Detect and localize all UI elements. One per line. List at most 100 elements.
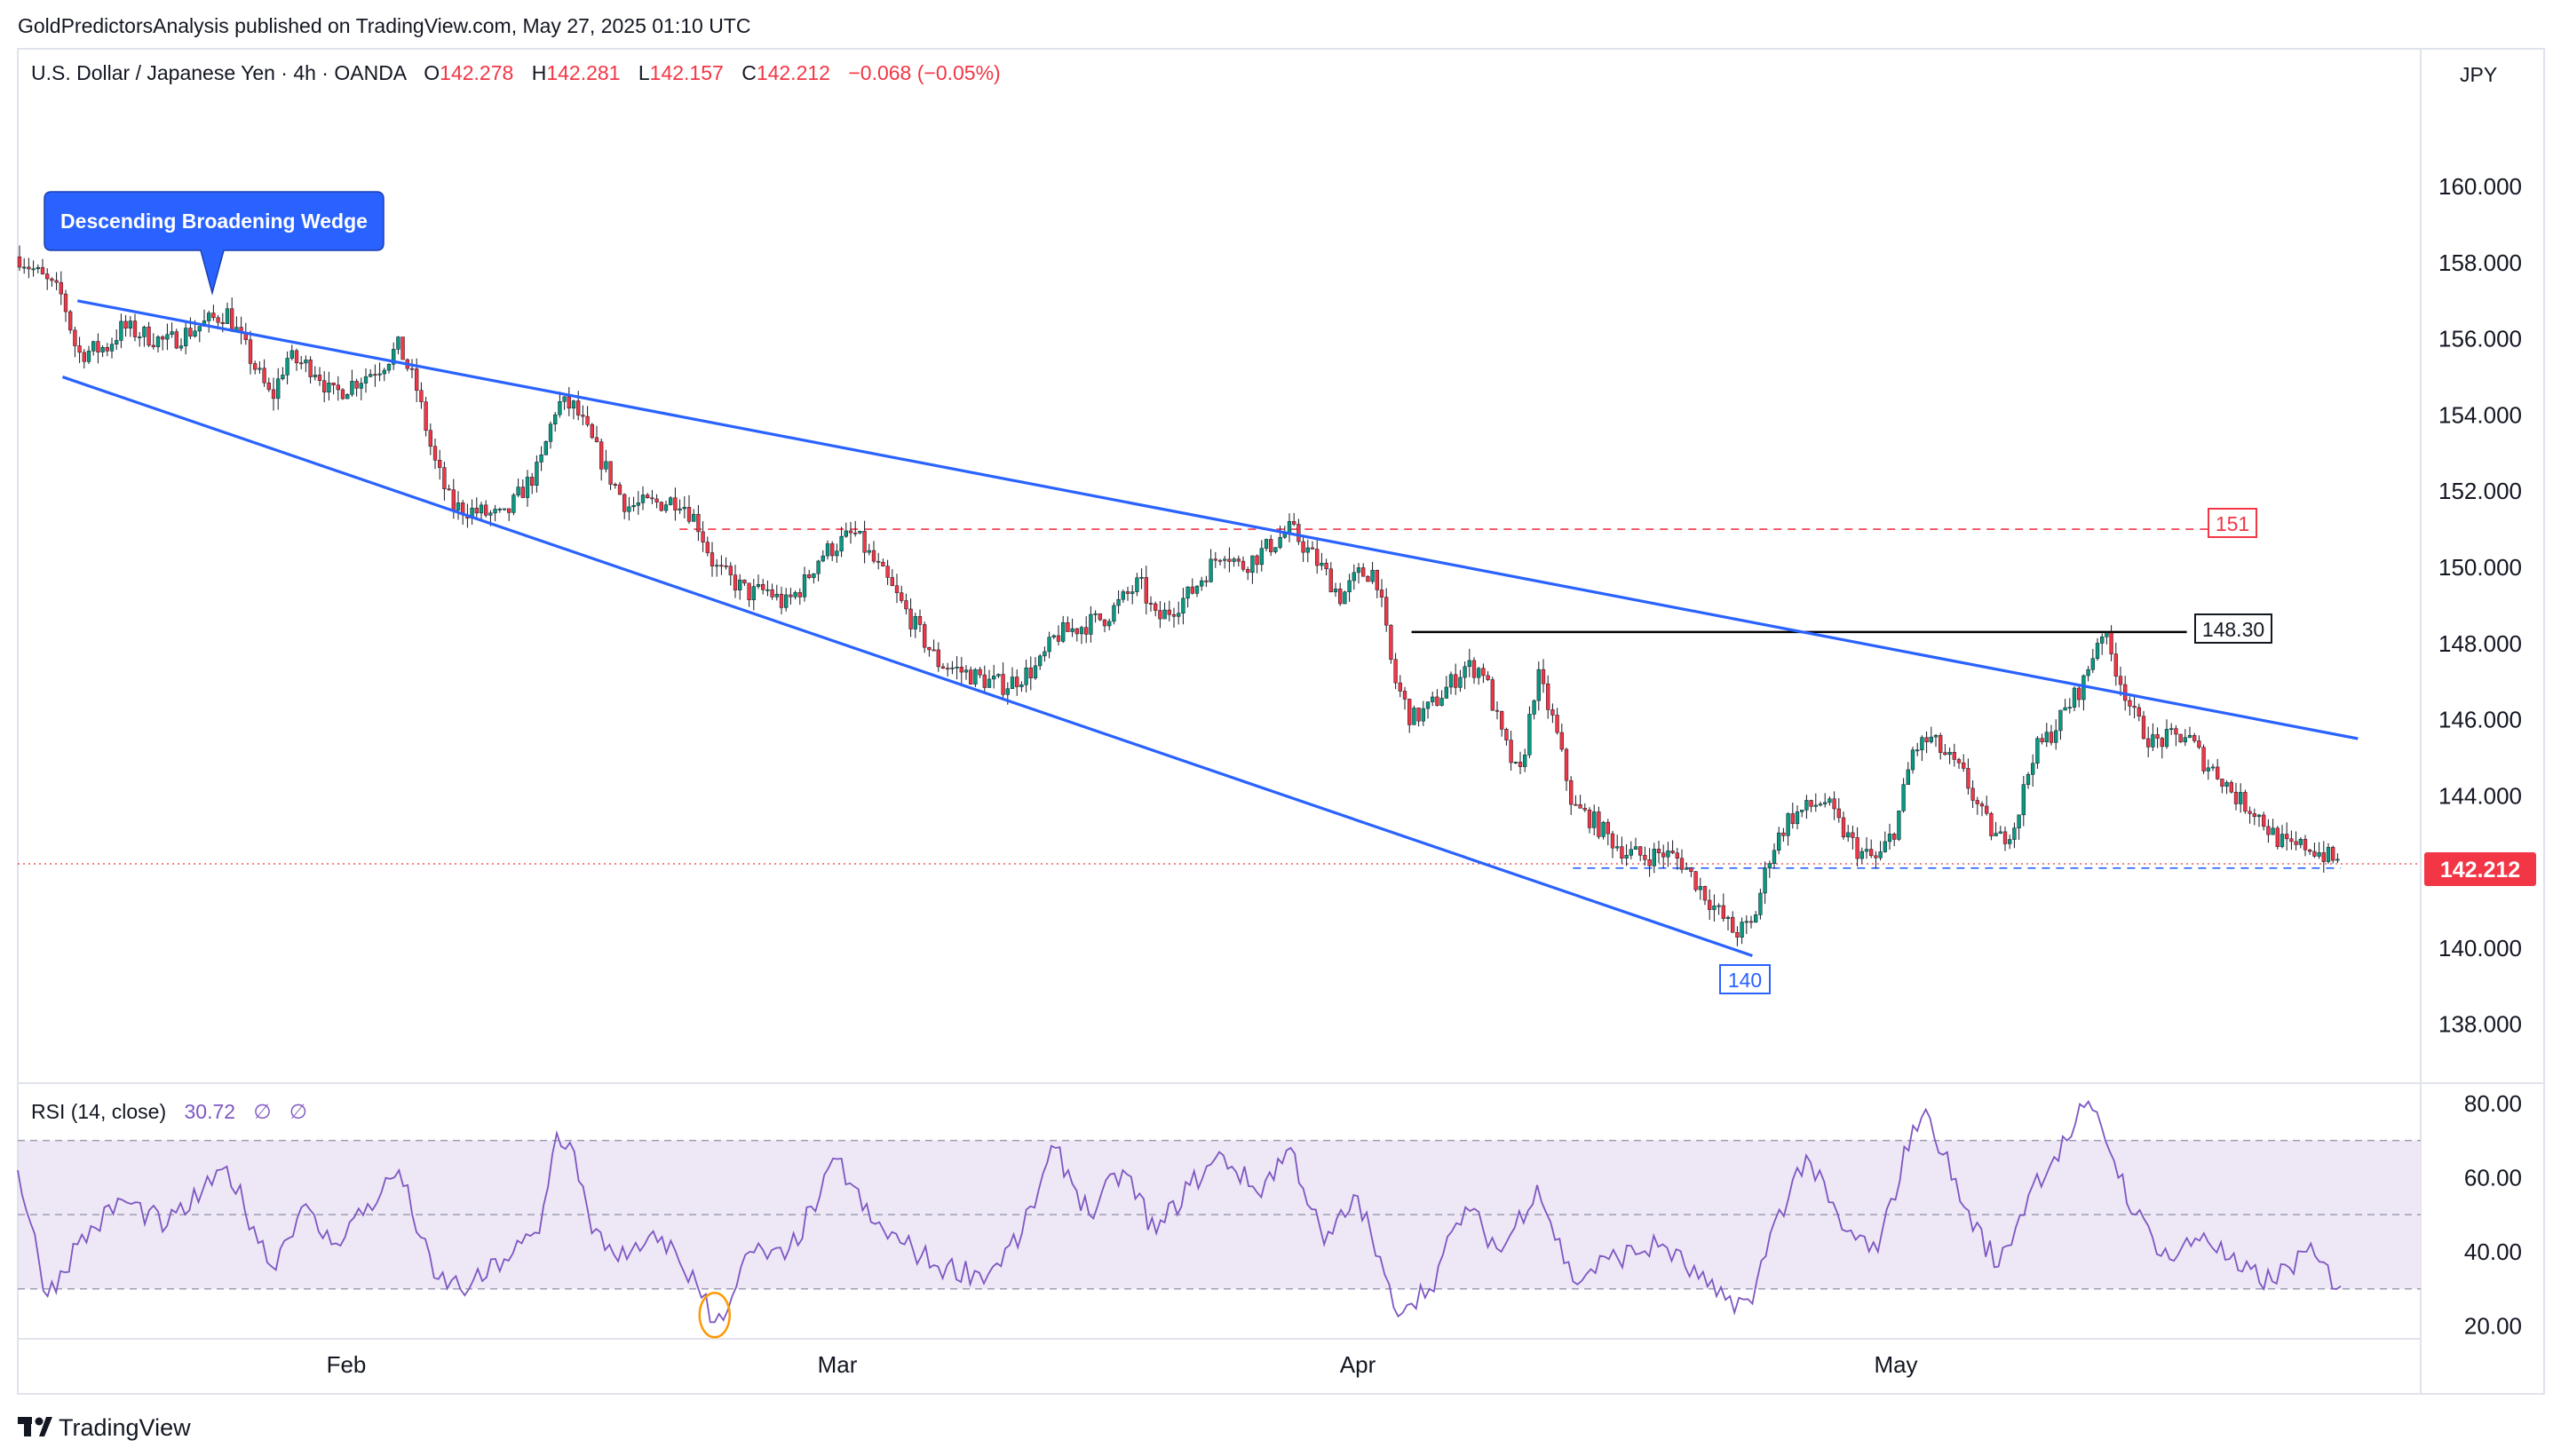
price-axis-tick: 140.000: [2438, 935, 2522, 961]
candle: [1500, 711, 1504, 730]
candle: [835, 550, 839, 557]
last-price-tag[interactable]: 142.212: [2424, 852, 2536, 886]
label-148-30[interactable]: 148.30: [2194, 613, 2272, 644]
candle: [950, 667, 955, 669]
label-148-30-box: [2194, 613, 2272, 644]
candle: [1250, 555, 1255, 574]
candle: [2058, 709, 2063, 732]
candle: [955, 667, 959, 669]
candle: [516, 487, 520, 495]
candle: [1933, 734, 1939, 738]
candle: [1758, 892, 1763, 915]
candle: [543, 441, 548, 455]
candle: [1139, 577, 1144, 579]
candle: [488, 512, 493, 516]
candle: [1947, 752, 1952, 756]
candle: [1333, 589, 1338, 593]
candle: [451, 489, 456, 510]
label-140[interactable]: 140: [1719, 964, 1771, 994]
candle: [1952, 752, 1956, 760]
candle: [1906, 769, 1910, 785]
candle: [1001, 674, 1005, 695]
candle: [640, 495, 646, 503]
candle: [2128, 700, 2132, 707]
currency-label[interactable]: JPY: [2460, 63, 2497, 86]
candle: [63, 293, 68, 313]
candle: [1361, 567, 1366, 577]
ohlc-legend: U.S. Dollar / Japanese Yen · 4h · OANDA …: [31, 61, 1001, 84]
candle: [2137, 707, 2141, 716]
pattern-callout[interactable]: Descending Broadening Wedge: [44, 191, 385, 296]
candle: [1597, 811, 1601, 837]
candle: [646, 495, 650, 498]
candle: [400, 336, 405, 360]
candle: [1328, 568, 1333, 593]
candle: [742, 579, 747, 584]
candle: [1569, 779, 1574, 805]
trendline-wedge-lower[interactable]: [61, 376, 1753, 957]
candle: [442, 467, 447, 489]
rsi-line-layer: [17, 1099, 2342, 1339]
change-value: −0.068 (−0.05%): [848, 61, 1000, 84]
candle: [978, 669, 982, 676]
candle: [797, 592, 802, 597]
label-140-box: [1719, 964, 1771, 994]
candle: [807, 574, 812, 578]
candle: [1135, 577, 1139, 592]
candle: [627, 506, 631, 512]
candle: [1051, 635, 1056, 637]
price-axis-tick: 146.000: [2438, 707, 2522, 733]
label-151[interactable]: 151: [2208, 508, 2257, 538]
trendline-wedge-upper[interactable]: [76, 299, 2359, 740]
low-label: L: [638, 61, 650, 84]
candle: [987, 678, 992, 688]
candle: [530, 477, 535, 487]
candle: [1217, 559, 1223, 562]
candle: [1772, 850, 1777, 864]
candle: [733, 574, 738, 590]
candle: [932, 649, 936, 652]
candle: [128, 320, 132, 328]
candle: [2146, 738, 2151, 748]
candle: [894, 585, 900, 593]
candle: [1154, 603, 1158, 611]
candle: [1998, 831, 2002, 834]
candle: [1929, 736, 1933, 742]
candle: [1564, 748, 1569, 781]
candle: [636, 502, 640, 506]
candle: [36, 266, 40, 270]
candle: [479, 504, 484, 514]
candle: [1047, 637, 1051, 653]
candle: [336, 384, 340, 391]
label-140-text: 140: [1728, 969, 1762, 992]
candle: [1093, 613, 1098, 615]
symbol-label: U.S. Dollar / Japanese Yen · 4h · OANDA: [31, 61, 408, 84]
tradingview-logo[interactable]: TradingView: [18, 1414, 191, 1441]
candle: [1407, 699, 1412, 725]
candle: [1874, 855, 1878, 859]
candle: [2072, 687, 2077, 708]
candle: [1379, 590, 1384, 597]
candle: [959, 667, 963, 673]
candle: [1582, 808, 1587, 811]
candle: [197, 326, 202, 332]
candle: [1439, 698, 1444, 706]
candle: [1855, 837, 1859, 859]
candle: [2206, 767, 2210, 772]
candle: [1693, 871, 1698, 890]
candle: [2178, 733, 2183, 743]
close-label: C: [741, 61, 757, 84]
candle: [1292, 521, 1296, 525]
candle: [2271, 827, 2275, 835]
time-axis-tick: May: [1874, 1351, 1917, 1378]
candle: [1204, 580, 1209, 582]
candle: [2160, 738, 2164, 748]
candle: [1384, 597, 1389, 626]
candle: [770, 589, 774, 597]
candle: [1956, 759, 1962, 764]
candle: [2095, 643, 2100, 660]
candle: [1324, 562, 1328, 570]
candle: [409, 368, 415, 370]
candle: [1587, 810, 1592, 828]
